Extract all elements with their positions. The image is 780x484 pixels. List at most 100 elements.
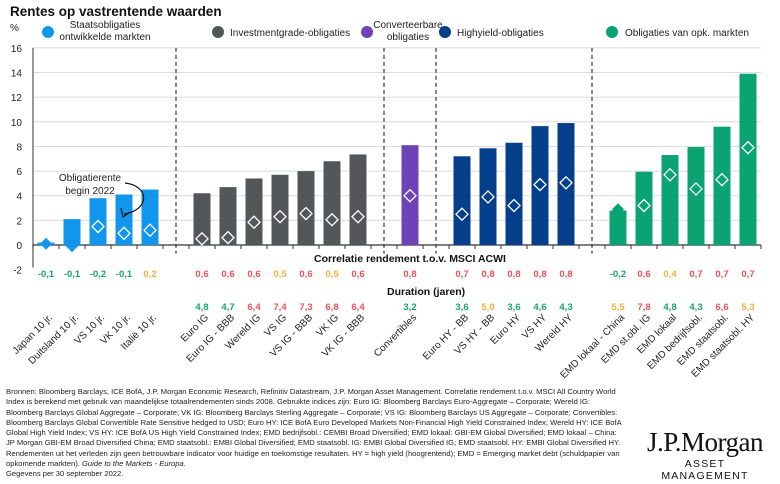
correlation-value: -0,1 [64,269,81,280]
legend-marker-2 [361,26,373,38]
logo-line2: ASSET MANAGEMENT [661,458,749,482]
diamond-start-2022 [481,190,495,204]
y-tick-label: 0 [16,241,22,252]
correlation-value: 0,7 [741,269,754,280]
duration-value: 5,0 [481,302,494,313]
bar-Euro HY [505,142,523,245]
correlation-value: 0,6 [299,269,312,280]
footnote-date: Gegevens per 30 september 2022. [6,469,124,479]
correlation-value: 0,8 [481,269,494,280]
correlation-value: 0,5 [273,269,287,280]
bar-Duitsland 10 jr. [63,219,81,245]
legend-label: obligaties [387,32,429,43]
bar-EMD staatsobl. HY [739,73,757,245]
diamond-start-2022 [325,212,339,227]
duration-value: 6,4 [247,302,261,313]
diamond-start-2022 [117,226,131,241]
bar-Euro HY - BB [453,156,471,245]
y-tick-label: 6 [16,167,22,178]
duration-value: 4,8 [195,302,208,313]
bar-VK IG [323,161,341,245]
correlation-value: -0,1 [38,269,55,280]
bar-VS 10 jr. [89,198,107,245]
diamond-start-2022 [91,219,105,234]
footnote: Bronnen: Bloomberg Barclays, ICE BofA, J… [6,387,626,480]
duration-value: 5,3 [741,302,754,313]
duration-header: Duration (jaren) [387,286,465,298]
correlation-value: 0,6 [221,269,234,280]
duration-value: 7,4 [273,302,287,313]
correlation-value: 0,6 [247,269,260,280]
bar-Euro IG - BBB [219,187,237,245]
annotation-line2: begin 2022 [65,186,115,197]
correlation-value: 0,6 [195,269,208,280]
correlation-value: 0,8 [403,269,416,280]
duration-value: 4,3 [559,302,572,313]
diamond-start-2022 [273,209,287,224]
annotation-arrow [123,182,145,215]
y-tick-label: 4 [16,192,22,203]
correlation-value: 0,7 [455,269,468,280]
chart-title: Rentes op vastrentende waarden [10,4,222,19]
diamond-start-2022 [66,240,78,253]
bar-EMD lokaal [661,155,679,245]
duration-value: 6,6 [715,302,728,313]
diamond-start-2022 [612,203,624,216]
correlation-value: -0,2 [610,269,626,280]
diamond-start-2022 [299,206,313,221]
y-axis-unit: % [10,23,19,34]
duration-value: 4,6 [533,302,546,313]
legend-marker-0 [42,26,54,38]
legend-label: Obligaties van opk. markten [625,28,749,39]
duration-value: 3,6 [507,302,520,313]
legend-marker-1 [212,26,224,38]
bar-VS HY - BB [479,148,497,245]
duration-value: 7,3 [299,302,312,313]
legend-label: Highyield-obligaties [457,28,544,39]
bar-VS HY [531,126,549,245]
y-tick-label: -2 [13,266,22,277]
correlation-value: 0,6 [351,269,364,280]
duration-value: 4,7 [221,302,234,313]
diamond-start-2022 [221,230,235,245]
diamond-start-2022 [741,140,755,155]
y-tick-label: 16 [11,44,23,55]
annotation-line1: Obligatierente [59,173,122,184]
duration-value: 4,3 [689,302,702,313]
correlation-header: Correlatie rendement t.o.v. MSCI ACWI [314,253,506,265]
correlation-value: 0,5 [325,269,339,280]
diamond-start-2022 [559,175,573,190]
y-tick-label: 8 [16,142,22,153]
y-tick-label: 14 [11,69,23,80]
correlation-value: 0,4 [663,269,677,280]
correlation-value: -0,1 [116,269,133,280]
y-tick-label: 10 [11,118,23,129]
diamond-start-2022 [40,237,52,250]
correlation-value: 0,7 [715,269,728,280]
bar-EMD lokaal - China [609,210,627,245]
x-category-label: Convertibles [372,312,419,359]
y-tick-label: 2 [16,216,22,227]
duration-value: 6,8 [325,302,338,313]
bar-VK IG - BBB [349,154,367,245]
diamond-start-2022 [507,198,521,213]
duration-value: 5,5 [611,302,625,313]
legend-label: Investmentgrade-obligaties [230,28,350,39]
diamond-start-2022 [689,182,703,196]
diamond-start-2022 [533,177,547,192]
diamond-start-2022 [143,223,157,238]
diamond-start-2022 [247,215,261,230]
jpmorgan-logo: J.P.Morgan ASSET MANAGEMENT [640,428,770,482]
legend-label: Converteerbare [373,20,443,31]
diamond-start-2022 [715,172,729,187]
legend-label: ontwikkelde markten [59,32,150,43]
bar-EMD st.obl. IG [635,171,653,245]
legend-marker-3 [439,26,451,38]
footnote-text: Bronnen: Bloomberg Barclays, ICE BofA, J… [6,387,622,469]
duration-value: 7,8 [637,302,650,313]
correlation-value: 0,6 [637,269,650,280]
bar-Euro IG [193,193,211,245]
correlation-value: 0,2 [143,269,156,280]
correlation-value: 0,8 [533,269,546,280]
